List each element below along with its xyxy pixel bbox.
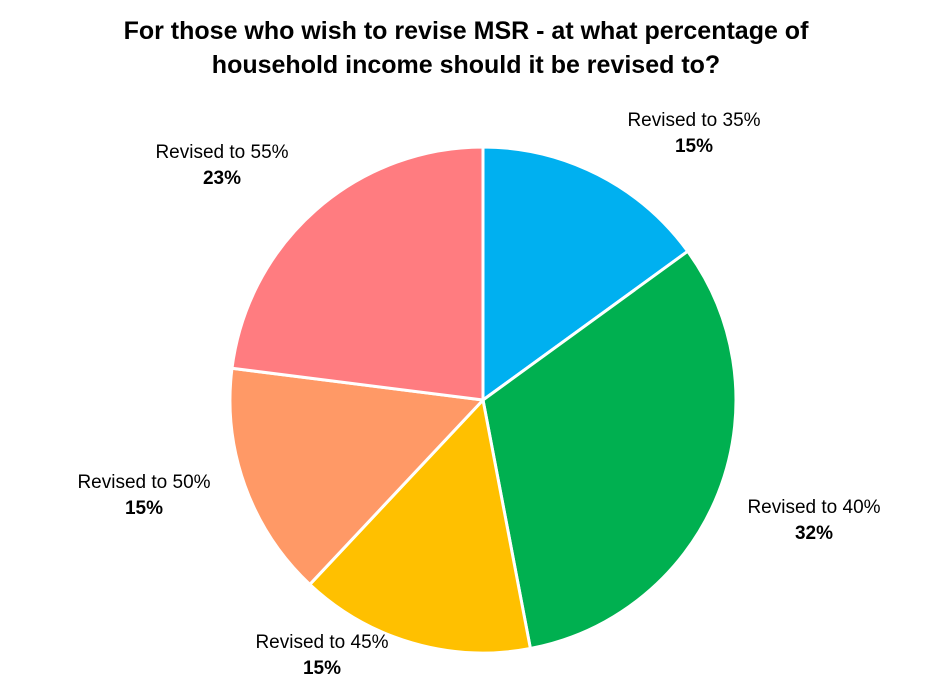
slice-label-2: Revised to 40% [747,497,880,518]
pie-slice-5 [230,145,485,402]
chart-title-line-2: household income should it be revised to… [211,51,721,79]
chart-title: For those who wish to revise MSR - at wh… [0,14,932,82]
pie-slice-3 [308,398,532,655]
slice-value-label-4: 15% [125,498,163,519]
slice-label-3: Revised to 45% [255,632,388,653]
slice-label-1: Revised to 35% [627,110,760,131]
slice-value-label-1: 15% [675,136,713,157]
pie-slice-2 [481,249,738,651]
pie-slice-4 [228,366,485,586]
chart-title-line-1: For those who wish to revise MSR - at wh… [123,17,809,45]
pie-slices [228,145,738,655]
pie-labels: Revised to 35% 15% Revised to 40% 32% Revise… [77,110,880,679]
slice-value-label-3: 15% [303,658,341,679]
slice-label-5: Revised to 55% [155,142,288,163]
slice-label-4: Revised to 50% [77,472,210,493]
slice-value-label-2: 32% [795,523,833,544]
pie-slice-1 [481,145,690,402]
slice-value-label-5: 23% [203,168,241,189]
